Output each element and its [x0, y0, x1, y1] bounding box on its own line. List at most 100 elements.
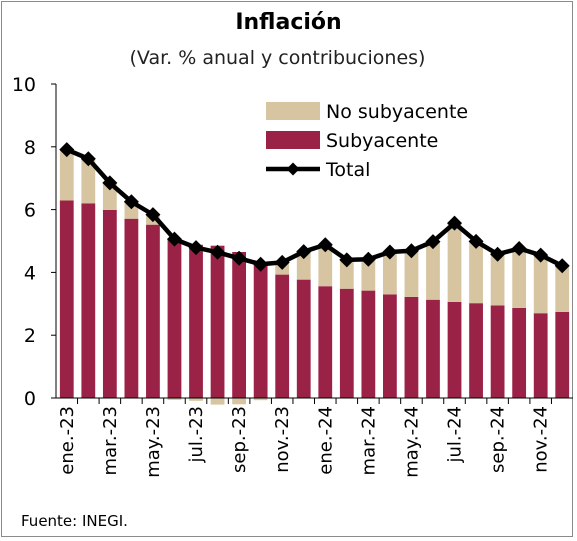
- bar-no-subyacente: [555, 265, 570, 312]
- chart-title: Inflación: [235, 10, 342, 35]
- bar-subyacente: [253, 262, 268, 398]
- chart-subtitle: (Var. % anual y contribuciones): [129, 47, 426, 69]
- legend-label: Total: [325, 159, 370, 181]
- x-tick-label: jul.-23: [186, 406, 207, 464]
- bar-no-subyacente: [189, 398, 203, 401]
- x-tick-label: ene.-24: [315, 406, 336, 475]
- legend-label: Subyacente: [326, 130, 438, 152]
- x-tick-label: ene.-23: [57, 406, 78, 475]
- total-point: [339, 252, 355, 268]
- y-tick-label: 4: [24, 262, 36, 284]
- bar-no-subyacente: [512, 248, 527, 308]
- bar-subyacente: [102, 209, 117, 398]
- bar-no-subyacente: [404, 250, 419, 297]
- x-tick-label: may.-23: [143, 406, 164, 478]
- bar-no-subyacente: [447, 223, 462, 302]
- bar-subyacente: [469, 303, 483, 398]
- bar-subyacente: [210, 245, 225, 398]
- x-tick-label: nov.-24: [531, 406, 552, 473]
- x-axis: ene.-23 mar.-23 may.-23 jul.-23 sep.-23 nov.-…: [56, 397, 573, 478]
- total-point: [210, 244, 226, 260]
- bar-subyacente: [124, 218, 139, 398]
- bar-subyacente: [146, 224, 160, 398]
- legend-label: No subyacente: [326, 101, 468, 123]
- bar-subyacente: [361, 290, 376, 398]
- bar-no-subyacente: [59, 149, 74, 201]
- total-point: [382, 244, 398, 260]
- total-point: [554, 258, 570, 274]
- bar-subyacente: [555, 311, 570, 398]
- x-tick-label: mar.-23: [100, 406, 121, 475]
- y-axis: 0 2 4 6 8 10: [12, 74, 57, 410]
- x-tick-label: nov.-23: [272, 406, 293, 473]
- bar-subyacente: [81, 203, 96, 398]
- bar-subyacente: [59, 200, 74, 398]
- bar-subyacente: [490, 305, 505, 398]
- bar-subyacente: [318, 286, 333, 398]
- bar-no-subyacente: [339, 259, 354, 289]
- bar-subyacente: [339, 288, 354, 398]
- bar-subyacente: [426, 299, 440, 398]
- total-point: [296, 244, 312, 260]
- bar-subyacente: [167, 239, 182, 398]
- total-point: [231, 250, 247, 266]
- legend-marker: [286, 162, 300, 176]
- total-point: [188, 240, 204, 256]
- total-point: [80, 151, 96, 167]
- total-point: [425, 234, 441, 250]
- bar-subyacente: [533, 313, 548, 398]
- y-tick-label: 2: [24, 325, 36, 347]
- y-tick-label: 0: [24, 388, 36, 410]
- bar-subyacente: [512, 307, 527, 398]
- x-tick-label: jul.-24: [445, 406, 466, 464]
- y-tick-label: 10: [12, 74, 36, 96]
- source-note: Fuente: INEGI.: [21, 512, 128, 530]
- bar-subyacente: [275, 274, 290, 398]
- total-point: [274, 254, 290, 270]
- total-point: [102, 175, 118, 191]
- x-tick-label: sep.-23: [229, 406, 250, 473]
- bar-subyacente: [404, 296, 419, 398]
- bar-no-subyacente: [210, 398, 225, 405]
- bar-no-subyacente: [81, 158, 96, 204]
- y-tick-label: 8: [24, 137, 36, 159]
- bar-no-subyacente: [318, 244, 333, 287]
- total-point: [447, 215, 463, 231]
- bar-series: [59, 149, 570, 405]
- legend-swatch: [266, 131, 320, 149]
- bar-no-subyacente: [490, 254, 505, 306]
- x-tick-label: sep.-24: [488, 406, 509, 473]
- total-point: [511, 241, 527, 257]
- total-point: [123, 194, 139, 210]
- bar-no-subyacente: [253, 398, 268, 401]
- bar-no-subyacente: [426, 241, 440, 300]
- total-point: [317, 237, 333, 253]
- bar-no-subyacente: [361, 259, 376, 291]
- legend-swatch: [266, 102, 320, 120]
- bar-subyacente: [447, 301, 462, 398]
- bar-no-subyacente: [167, 398, 182, 400]
- bar-subyacente: [383, 294, 397, 398]
- bar-no-subyacente: [232, 398, 246, 405]
- total-point: [360, 251, 376, 267]
- bar-subyacente: [296, 279, 311, 398]
- x-tick-label: mar.-24: [358, 406, 379, 475]
- total-point: [59, 142, 75, 158]
- bar-no-subyacente: [533, 255, 548, 314]
- total-point: [253, 256, 269, 272]
- total-point: [533, 247, 549, 263]
- bar-subyacente: [232, 251, 246, 398]
- total-point: [468, 233, 484, 249]
- legend: No subyacente Subyacente Total: [266, 101, 468, 181]
- x-tick-label: may.-24: [401, 406, 422, 478]
- y-tick-label: 6: [24, 200, 36, 222]
- total-line-series: [59, 142, 570, 274]
- bar-no-subyacente: [383, 251, 397, 295]
- bar-no-subyacente: [102, 182, 117, 210]
- total-point: [166, 231, 182, 247]
- bar-no-subyacente: [296, 251, 311, 280]
- bar-subyacente: [189, 244, 203, 398]
- total-point: [145, 207, 161, 223]
- total-point: [490, 246, 506, 262]
